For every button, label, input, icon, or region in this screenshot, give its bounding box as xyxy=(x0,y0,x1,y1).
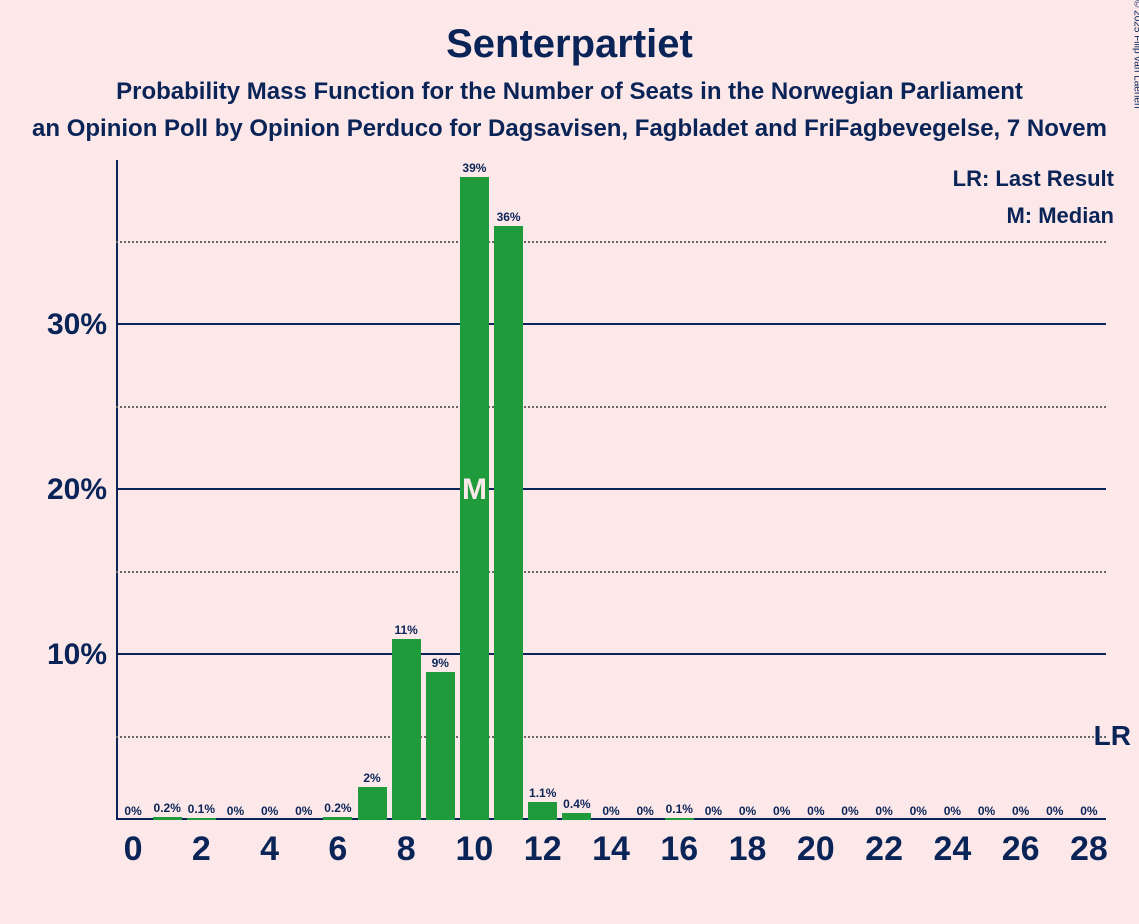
bar-value-label: 9% xyxy=(432,656,449,670)
y-tick-label: 10% xyxy=(47,638,107,672)
gridline-minor xyxy=(116,241,1106,243)
chart-title: Senterpartiet xyxy=(0,22,1139,67)
bar-value-label: 0% xyxy=(602,804,619,818)
bar-value-label: 39% xyxy=(462,161,486,175)
last-result-marker: LR xyxy=(1094,720,1131,752)
x-tick-label: 18 xyxy=(729,830,767,869)
y-tick-label: 20% xyxy=(47,473,107,507)
bar-value-label: 0% xyxy=(739,804,756,818)
bar xyxy=(665,818,694,820)
gridline-major xyxy=(116,488,1106,490)
bar xyxy=(528,802,557,820)
bar-value-label: 2% xyxy=(363,771,380,785)
gridline-minor xyxy=(116,571,1106,573)
bar-value-label: 0% xyxy=(227,804,244,818)
x-tick-label: 12 xyxy=(524,830,562,869)
chart-subtitle-2: an Opinion Poll by Opinion Perduco for D… xyxy=(0,115,1139,143)
bar-value-label: 0% xyxy=(773,804,790,818)
x-tick-label: 0 xyxy=(124,830,143,869)
bar-value-label: 0.1% xyxy=(188,802,215,816)
x-tick-label: 8 xyxy=(397,830,416,869)
gridline-minor xyxy=(116,406,1106,408)
x-axis-line xyxy=(116,818,1106,820)
x-tick-label: 2 xyxy=(192,830,211,869)
x-tick-label: 14 xyxy=(592,830,630,869)
bar-value-label: 0% xyxy=(1012,804,1029,818)
bar-value-label: 11% xyxy=(394,623,417,637)
x-tick-label: 24 xyxy=(933,830,971,869)
bar-value-label: 1.1% xyxy=(529,786,556,800)
bar-value-label: 0% xyxy=(636,804,653,818)
bar xyxy=(358,787,387,820)
x-tick-label: 22 xyxy=(865,830,903,869)
bar xyxy=(494,226,523,820)
chart-container: © 2025 Filip van Laenen Senterpartiet Pr… xyxy=(0,0,1139,924)
bar-value-label: 0% xyxy=(978,804,995,818)
plot-area xyxy=(116,160,1106,820)
bar-value-label: 0% xyxy=(295,804,312,818)
x-tick-label: 16 xyxy=(660,830,698,869)
x-tick-label: 20 xyxy=(797,830,835,869)
gridline-major xyxy=(116,653,1106,655)
x-tick-label: 6 xyxy=(328,830,347,869)
y-tick-label: 30% xyxy=(47,308,107,342)
bar-value-label: 0% xyxy=(1080,804,1097,818)
bar-value-label: 0% xyxy=(261,804,278,818)
chart-subtitle-1: Probability Mass Function for the Number… xyxy=(0,78,1139,106)
bar-value-label: 0.4% xyxy=(563,797,590,811)
bar-value-label: 0% xyxy=(807,804,824,818)
bar-value-label: 36% xyxy=(497,210,521,224)
bar-value-label: 0% xyxy=(910,804,927,818)
bar xyxy=(426,672,455,821)
bar-value-label: 0% xyxy=(875,804,892,818)
bar xyxy=(187,818,216,820)
bar-value-label: 0% xyxy=(841,804,858,818)
bar xyxy=(153,817,182,820)
x-tick-label: 10 xyxy=(456,830,494,869)
median-marker: M xyxy=(462,473,487,507)
bar-value-label: 0.2% xyxy=(324,801,351,815)
bar-value-label: 0.2% xyxy=(154,801,181,815)
bar-value-label: 0% xyxy=(1046,804,1063,818)
bar-value-label: 0% xyxy=(944,804,961,818)
gridline-major xyxy=(116,323,1106,325)
x-tick-label: 28 xyxy=(1070,830,1108,869)
bar xyxy=(323,817,352,820)
bar xyxy=(392,639,421,821)
x-tick-label: 4 xyxy=(260,830,279,869)
bar-value-label: 0% xyxy=(124,804,141,818)
bar-value-label: 0.1% xyxy=(666,802,693,816)
x-tick-label: 26 xyxy=(1002,830,1040,869)
y-axis-line xyxy=(116,160,118,820)
bar xyxy=(562,813,591,820)
bar-value-label: 0% xyxy=(705,804,722,818)
gridline-minor xyxy=(116,736,1106,738)
